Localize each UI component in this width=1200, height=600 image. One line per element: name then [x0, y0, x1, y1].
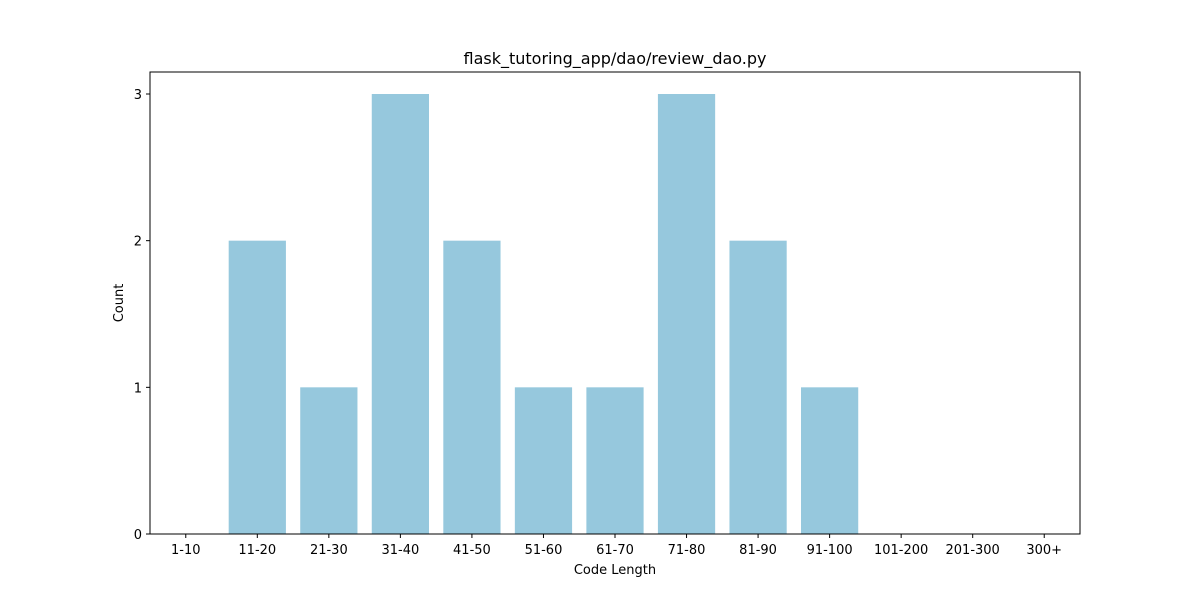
x-tick-label: 41-50 [453, 543, 491, 558]
y-axis-ticks: 0 1 2 3 [134, 88, 150, 543]
bars-layer [228, 94, 859, 535]
y-tick-label: 3 [134, 88, 142, 103]
x-tick-label: 300+ [1026, 543, 1062, 558]
x-tick-label: 61-70 [596, 543, 634, 558]
bar-21-30 [300, 387, 358, 534]
x-tick-label: 21-30 [310, 543, 348, 558]
bar-71-80 [657, 94, 716, 534]
y-tick-label: 2 [134, 235, 142, 250]
bar-91-100 [801, 387, 859, 534]
y-axis-title: Count [112, 284, 127, 323]
x-tick-label: 1-10 [171, 543, 201, 558]
bar-11-20 [228, 240, 286, 535]
bar-81-90 [729, 240, 787, 535]
bar-31-40 [371, 94, 429, 534]
x-axis-title: Code Length [574, 563, 656, 578]
x-tick-label: 101-200 [874, 543, 928, 558]
x-tick-label: 91-100 [807, 543, 853, 558]
bar-61-70 [586, 387, 644, 534]
x-tick-label: 51-60 [525, 543, 563, 558]
x-tick-label: 201-300 [946, 543, 1000, 558]
y-tick-label: 0 [134, 528, 142, 543]
bar-51-60 [514, 387, 573, 534]
x-tick-label: 11-20 [238, 543, 276, 558]
y-tick-label: 1 [134, 381, 142, 396]
chart-title: flask_tutoring_app/dao/review_dao.py [463, 49, 766, 69]
x-tick-label: 81-90 [739, 543, 777, 558]
x-tick-label: 31-40 [381, 543, 419, 558]
x-tick-label: 71-80 [668, 543, 706, 558]
x-axis-ticks: 1-10 11-20 21-30 31-40 41-50 51-60 61-70 71-80 8… [171, 534, 1062, 558]
plot-frame [149, 71, 1081, 535]
bar-41-50 [443, 240, 501, 535]
